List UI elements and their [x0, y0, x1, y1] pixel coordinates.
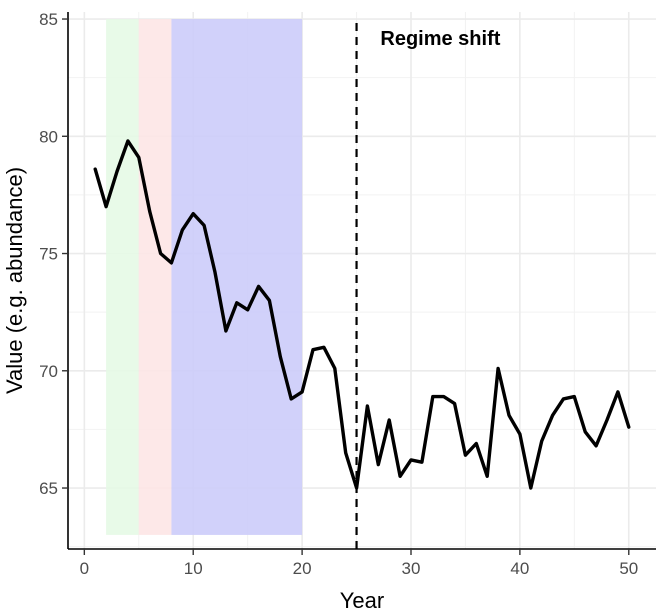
tick-labels: 0 10 20 30 40 50 65 70 75 80 85: [39, 10, 638, 578]
annotation-label: Regime shift: [380, 28, 500, 50]
shaded-region: [138, 19, 172, 535]
x-tick-label: 0: [80, 559, 89, 578]
x-tick-label: 40: [510, 559, 529, 578]
x-tick-label: 30: [402, 559, 421, 578]
shaded-regions: [106, 19, 303, 535]
x-tick-label: 50: [619, 559, 638, 578]
shaded-region: [106, 19, 139, 535]
y-tick-label: 65: [39, 479, 58, 498]
x-tick-label: 20: [293, 559, 312, 578]
y-tick-label: 70: [39, 362, 58, 381]
y-axis-title: Value (e.g. abundance): [2, 167, 27, 394]
y-tick-label: 75: [39, 245, 58, 264]
axes: [62, 12, 656, 555]
y-tick-label: 80: [39, 127, 58, 146]
series-layer: [93, 139, 631, 490]
y-tick-label: 85: [39, 10, 58, 29]
x-axis-title: Year: [340, 588, 384, 613]
shaded-region: [171, 19, 303, 535]
x-tick-label: 10: [184, 559, 203, 578]
annotations: Regime shift: [380, 28, 500, 50]
series-line: [93, 139, 631, 490]
